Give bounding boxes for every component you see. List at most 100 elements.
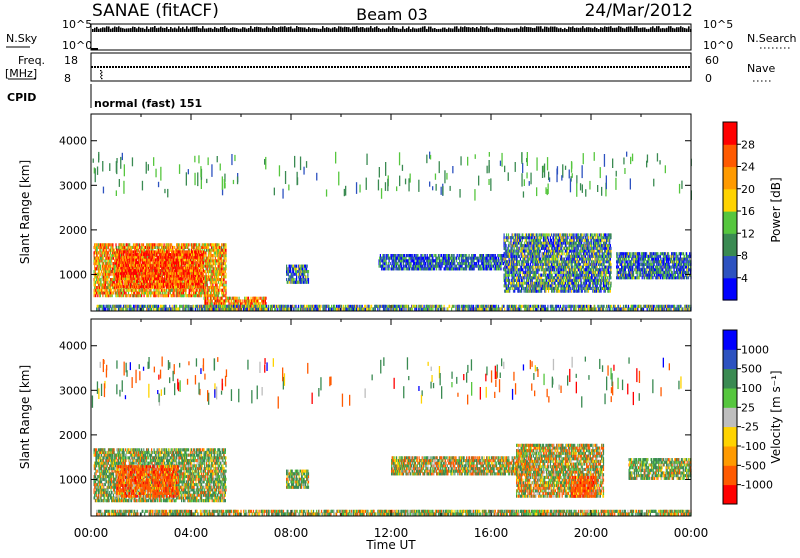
power-cell (118, 280, 119, 283)
power-cell (112, 267, 113, 270)
nsky-bar (110, 29, 112, 32)
power-cell (96, 267, 97, 270)
power-cell (117, 258, 118, 261)
power-cell (210, 270, 211, 273)
power-cell (207, 259, 208, 262)
power-cell (191, 291, 192, 294)
nsky-bar (154, 26, 156, 32)
nsky-bar (376, 26, 378, 32)
power-cell (134, 294, 135, 297)
nsky-bar (534, 28, 536, 32)
power-cell (427, 259, 428, 262)
power-cell (402, 259, 403, 262)
power-cell (102, 249, 103, 252)
power-cell (419, 259, 420, 262)
power-cell (182, 258, 183, 261)
nsky-bar (404, 29, 406, 32)
power-cell (179, 272, 180, 275)
nsky-bar (556, 27, 558, 32)
nsky-bar (320, 29, 322, 32)
power-cell (122, 291, 123, 294)
power-cell (203, 250, 204, 253)
power-cell (147, 289, 148, 292)
power-cell (456, 259, 457, 262)
nsky-bar (484, 27, 486, 32)
power-cell (94, 291, 95, 294)
power-cell (147, 243, 148, 246)
power-cell (193, 250, 194, 253)
nsky-bar (476, 27, 478, 32)
power-cell (415, 259, 416, 262)
power-cell (124, 289, 125, 292)
power-cell (424, 259, 425, 262)
power-cell (297, 270, 298, 273)
nsky-bar (654, 28, 656, 32)
power-cell (114, 249, 115, 252)
nsky-bar (196, 26, 198, 32)
nsky-bar (502, 28, 504, 32)
power-cell (162, 277, 163, 280)
nsky-bar (138, 27, 140, 32)
nsky-bar (548, 28, 550, 32)
power-cell (190, 275, 191, 278)
power-cell (217, 251, 218, 254)
power-cell (163, 250, 164, 253)
power-cell (177, 283, 178, 286)
power-cell (169, 291, 170, 294)
nsky-bar (314, 28, 316, 32)
nsky-bar (354, 27, 356, 32)
power-cell (110, 251, 111, 254)
power-cell (219, 259, 220, 262)
power-cell (104, 291, 105, 294)
nsky-bar (150, 27, 152, 32)
power-cell (404, 265, 405, 268)
power-cell (125, 261, 126, 264)
power-cell (191, 294, 192, 297)
power-cell (160, 261, 161, 264)
power-cell (386, 262, 387, 265)
nsky-bar (414, 28, 416, 32)
freq-label: Freq. (18, 54, 45, 67)
nsky-bar (136, 28, 138, 32)
power-cell (410, 262, 411, 265)
nsky-bar (456, 26, 458, 32)
power-cell (212, 281, 213, 284)
power-cell (195, 250, 196, 253)
nsky-bar (156, 28, 158, 32)
power-cell (124, 291, 125, 294)
power-cell (190, 250, 191, 253)
power-cell (293, 270, 294, 273)
nsky-bar (470, 28, 472, 32)
power-cell (454, 267, 455, 270)
power-cell (139, 243, 140, 246)
power-cell (184, 272, 185, 275)
cpid-value: normal (fast) 151 (94, 97, 202, 110)
nsky-bar (214, 27, 216, 32)
power-cell (101, 270, 102, 273)
power-cell (158, 258, 159, 261)
nsky-bar (490, 29, 492, 32)
power-cell (220, 270, 221, 273)
power-cell (105, 267, 106, 270)
power-cell (384, 267, 385, 270)
power-cell (300, 267, 301, 270)
nsky-bar (176, 29, 178, 33)
power-cell (157, 269, 158, 272)
nsky-bar (304, 28, 306, 33)
power-cell (308, 278, 309, 281)
power-cell (414, 267, 415, 270)
power-cell (225, 273, 226, 276)
power-cell (97, 291, 98, 294)
power-cell (117, 250, 118, 253)
power-cell (127, 280, 128, 283)
nsearch-tick-low: 10^0 (703, 39, 733, 52)
power-cell (178, 261, 179, 264)
power-cell (123, 294, 124, 297)
power-cell (108, 251, 109, 254)
nsky-bar (168, 29, 170, 32)
power-cell (154, 280, 155, 283)
power-cell (185, 258, 186, 261)
nsky-bar (268, 28, 270, 32)
power-cell (190, 266, 191, 269)
